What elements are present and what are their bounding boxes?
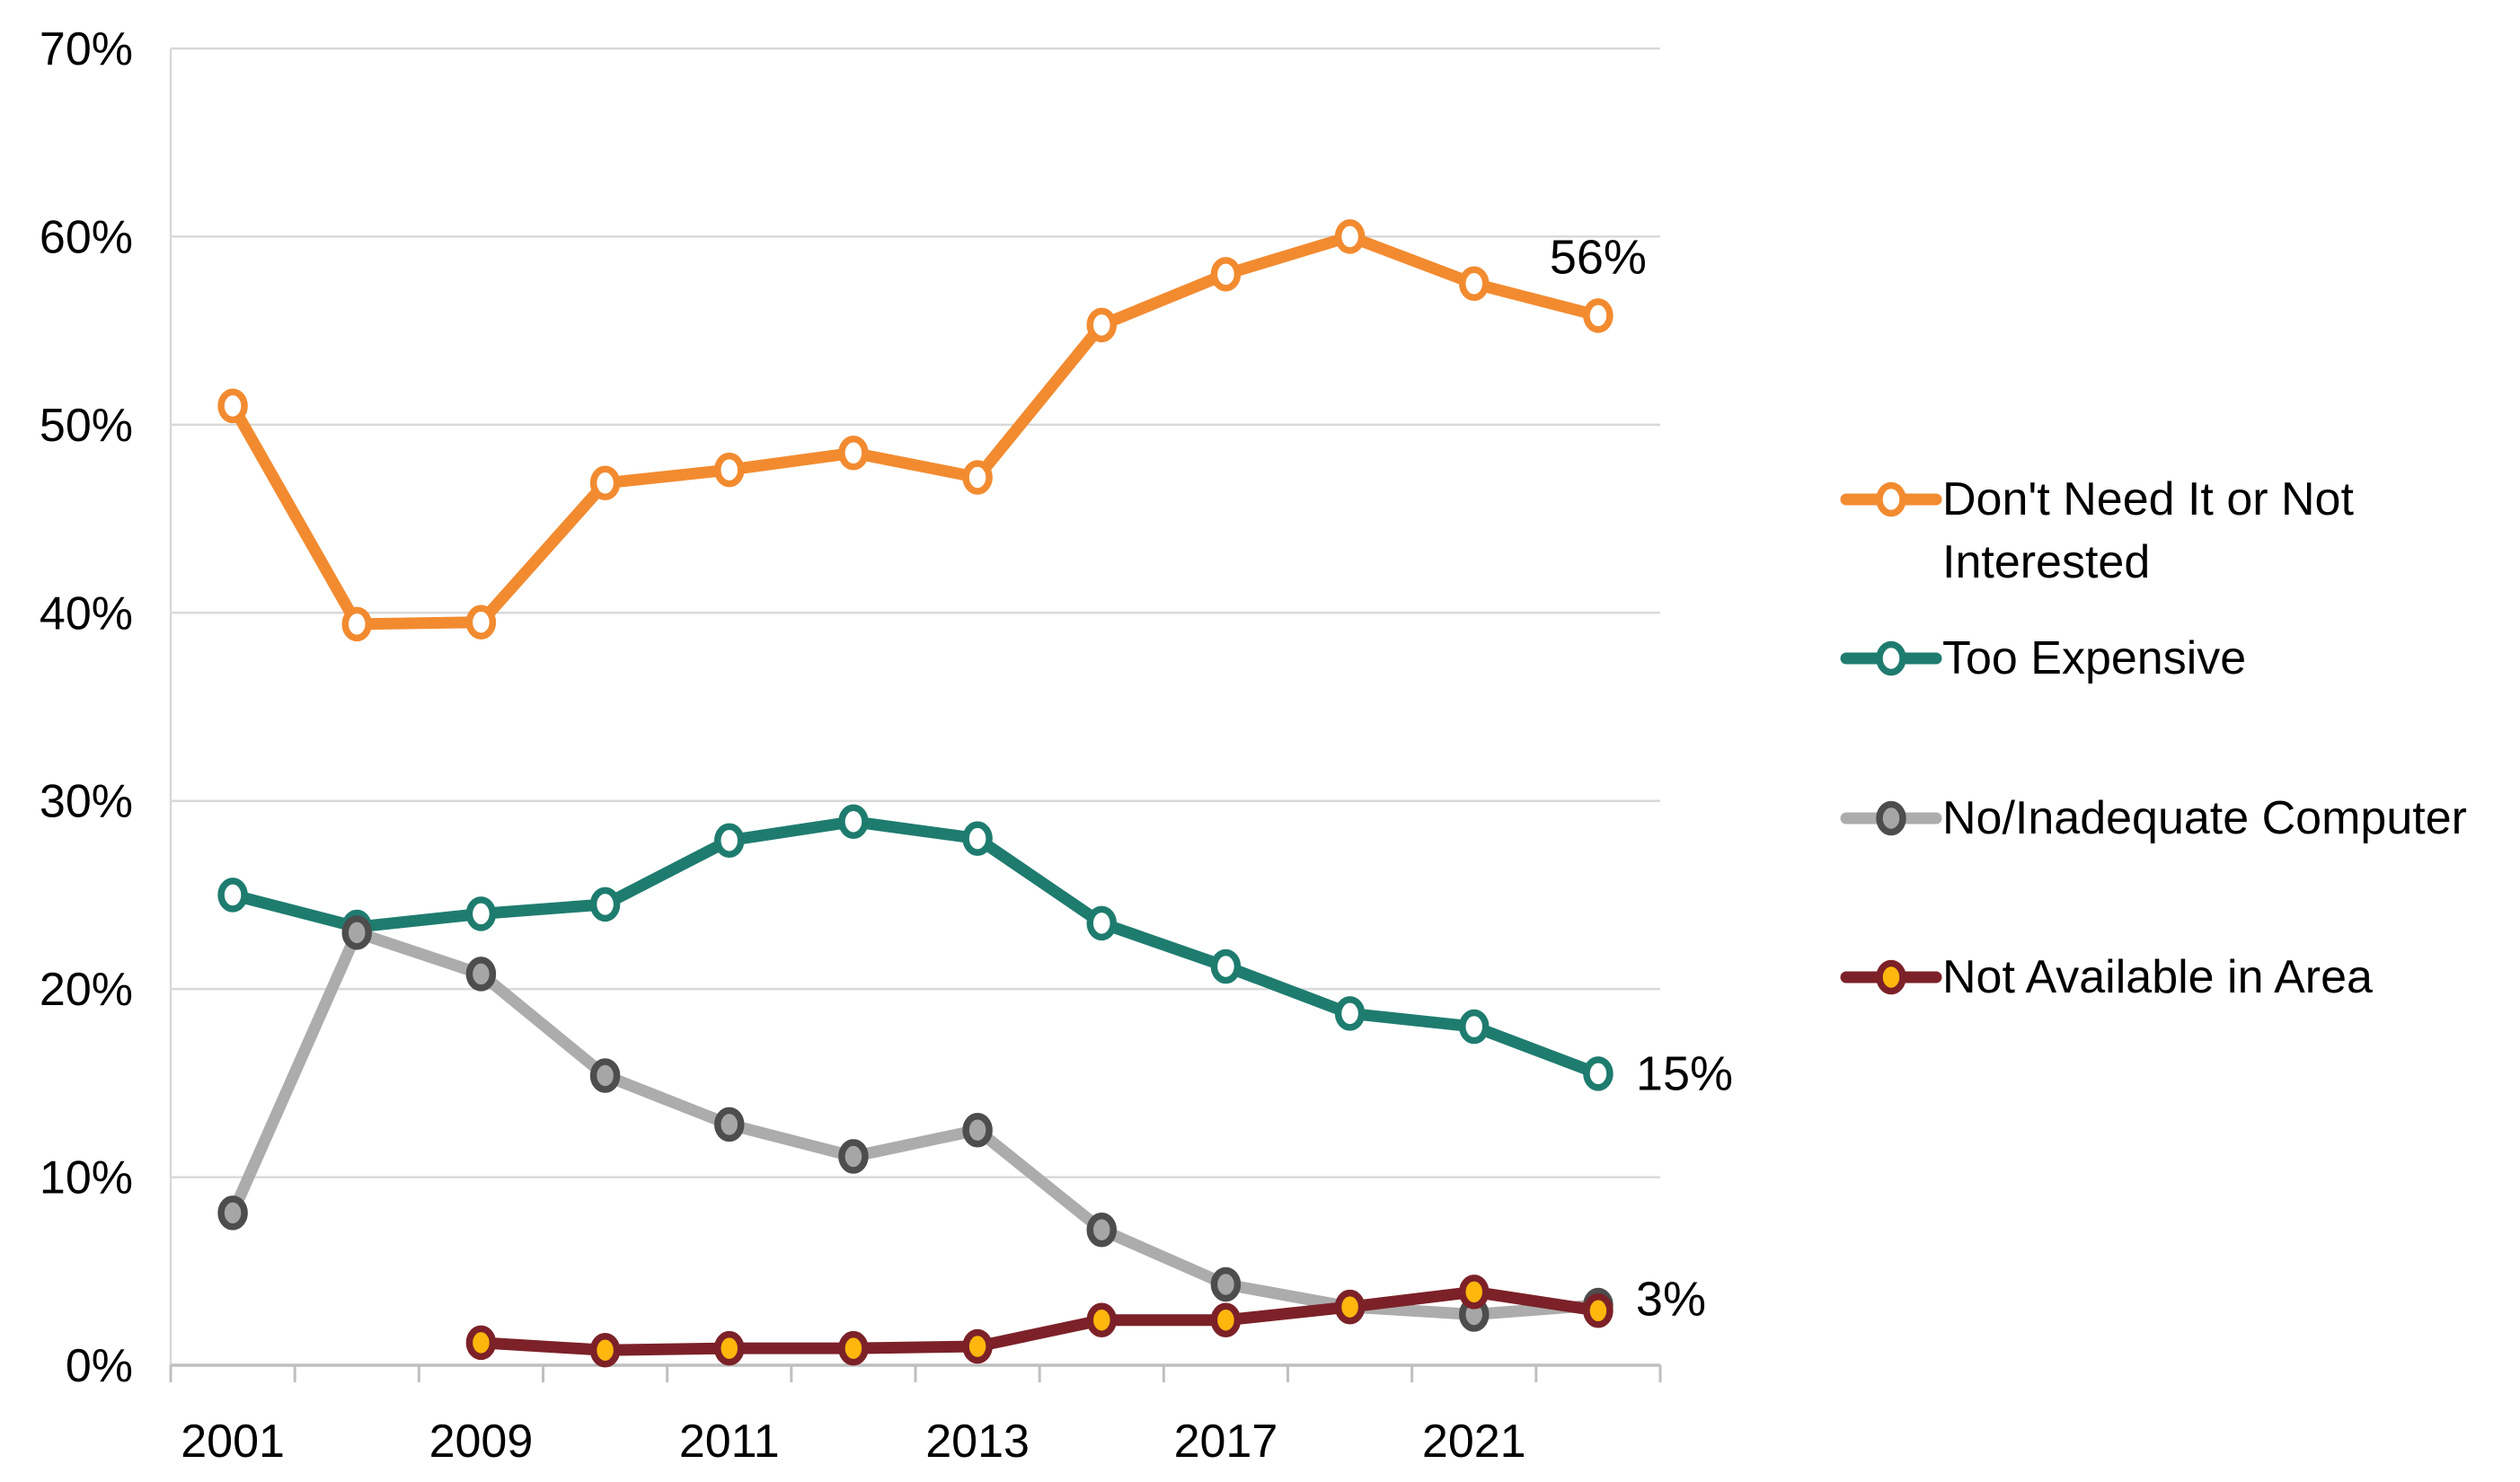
data-point-don-t-need-it-or-not-interested-2012 — [838, 436, 869, 471]
data-point-no-inadequate-computer-2015 — [1086, 1212, 1117, 1248]
data-point-don-t-need-it-or-not-interested-2009 — [465, 604, 497, 640]
data-point-not-available-in-area-2010 — [589, 1332, 621, 1368]
legend-label-not-available-in-area: Not Available in Area — [1942, 951, 2373, 1003]
legend-label-no-inadequate-computer: No/Inadequate Computer — [1942, 792, 2467, 844]
legend-swatch-marker-not-available-in-area — [1876, 959, 1906, 995]
series-line-don-t-need-it-or-not-interested — [226, 230, 1605, 631]
data-point-don-t-need-it-or-not-interested-2023 — [1583, 298, 1614, 333]
series-line-too-expensive — [226, 816, 1605, 1080]
data-point-no-inadequate-computer-2001 — [217, 1195, 248, 1231]
legend-swatch-marker-too-expensive — [1876, 640, 1906, 676]
data-point-don-t-need-it-or-not-interested-2019 — [1334, 219, 1366, 254]
value-label-layer: 56% 15% 3% — [1550, 230, 1733, 1326]
legend-label-don-t-need-it-or-not-interested: Don't Need It or Not — [1942, 473, 2354, 525]
data-point-no-inadequate-computer-2012 — [838, 1139, 869, 1174]
data-point-too-expensive-2015 — [1086, 905, 1117, 941]
legend-swatch-marker-don-t-need-it-or-not-interested — [1876, 481, 1906, 517]
y-axis-label-20: 20% — [40, 964, 133, 1016]
y-axis-label-0: 0% — [66, 1340, 133, 1392]
legend-item-don-t-need-it-or-not-interested: Don't Need It or Not Interested — [1840, 473, 2354, 588]
data-point-not-available-in-area-2011 — [714, 1330, 745, 1366]
data-point-don-t-need-it-or-not-interested-2015 — [1086, 307, 1117, 343]
end-label-too-expensive: 15% — [1636, 1046, 1733, 1100]
data-point-not-available-in-area-2015 — [1086, 1302, 1117, 1337]
series-layer — [217, 219, 1614, 1368]
data-point-don-t-need-it-or-not-interested-2010 — [589, 465, 621, 501]
data-point-too-expensive-2021 — [1459, 1009, 1490, 1045]
data-point-no-inadequate-computer-2010 — [589, 1058, 621, 1093]
data-point-too-expensive-2017 — [1210, 948, 1242, 984]
data-point-too-expensive-2011 — [714, 823, 745, 858]
x-axis-label-2013: 2013 — [925, 1416, 1030, 1468]
data-point-don-t-need-it-or-not-interested-2021 — [1459, 266, 1490, 302]
data-point-no-inadequate-computer-2013 — [962, 1112, 993, 1148]
data-point-too-expensive-2012 — [838, 804, 869, 840]
y-axis-label-10: 10% — [40, 1152, 133, 1204]
axis-layer: 0% 10% 20% 30% 40% 50% 60% 70% 2001 2009 2011 2013 2… — [40, 23, 1662, 1468]
y-axis-label-70: 70% — [40, 23, 133, 75]
data-point-not-available-in-area-2012 — [838, 1330, 869, 1366]
data-point-too-expensive-2010 — [589, 887, 621, 922]
data-point-not-available-in-area-2019 — [1334, 1289, 1366, 1325]
x-axis-label-2017: 2017 — [1174, 1416, 1278, 1468]
data-point-not-available-in-area-2013 — [962, 1328, 993, 1364]
legend-item-not-available-in-area: Not Available in Area — [1840, 951, 2373, 1003]
data-point-don-t-need-it-or-not-interested-2001 — [217, 388, 248, 424]
end-label-don-t-need-it-or-not-interested: 56% — [1550, 230, 1647, 284]
data-point-no-inadequate-computer-2017 — [1210, 1266, 1242, 1302]
end-label-not-available-in-area: 3% — [1636, 1272, 1706, 1326]
chart-legend: Don't Need It or Not Interested Too Expens… — [1840, 473, 2467, 1003]
data-point-too-expensive-2019 — [1334, 996, 1366, 1031]
x-axis-label-2009: 2009 — [429, 1416, 534, 1468]
data-point-too-expensive-2013 — [962, 821, 993, 856]
data-point-too-expensive-2023 — [1583, 1056, 1614, 1091]
data-point-don-t-need-it-or-not-interested-2013 — [962, 460, 993, 495]
data-point-no-inadequate-computer-2011 — [714, 1107, 745, 1142]
data-point-no-inadequate-computer-2009 — [465, 957, 497, 992]
series-don-t-need-it-or-not-interested — [217, 219, 1614, 642]
grid-layer — [171, 47, 1660, 1178]
x-axis-label-2001: 2001 — [181, 1416, 285, 1468]
series-no-inadequate-computer — [217, 915, 1614, 1332]
x-axis-label-2021: 2021 — [1422, 1416, 1526, 1468]
data-point-don-t-need-it-or-not-interested-2011 — [714, 452, 745, 488]
data-point-not-available-in-area-2021 — [1459, 1275, 1490, 1310]
x-axis-label-2011: 2011 — [679, 1416, 780, 1468]
data-point-not-available-in-area-2023 — [1583, 1293, 1614, 1328]
legend-swatch-marker-no-inadequate-computer — [1876, 800, 1906, 836]
series-too-expensive — [217, 804, 1614, 1091]
series-line-not-available-in-area — [474, 1285, 1605, 1356]
data-point-too-expensive-2009 — [465, 896, 497, 931]
legend-label-too-expensive: Too Expensive — [1942, 632, 2246, 684]
data-point-don-t-need-it-or-not-interested-2017 — [1210, 257, 1242, 292]
legend-label-don-t-need-it-or-not-interested-line2: Interested — [1942, 536, 2150, 588]
data-point-not-available-in-area-2017 — [1210, 1302, 1242, 1337]
y-axis-label-40: 40% — [40, 587, 133, 640]
data-point-too-expensive-2001 — [217, 878, 248, 913]
series-not-available-in-area — [465, 1275, 1614, 1368]
y-axis-label-50: 50% — [40, 400, 133, 452]
y-axis-label-30: 30% — [40, 776, 133, 828]
legend-item-no-inadequate-computer: No/Inadequate Computer — [1840, 792, 2467, 844]
data-point-no-inadequate-computer-2003 — [341, 915, 372, 950]
data-point-not-available-in-area-2009 — [465, 1325, 497, 1361]
data-point-don-t-need-it-or-not-interested-2003 — [341, 606, 372, 642]
y-axis-label-60: 60% — [40, 211, 133, 263]
legend-item-too-expensive: Too Expensive — [1840, 632, 2246, 684]
